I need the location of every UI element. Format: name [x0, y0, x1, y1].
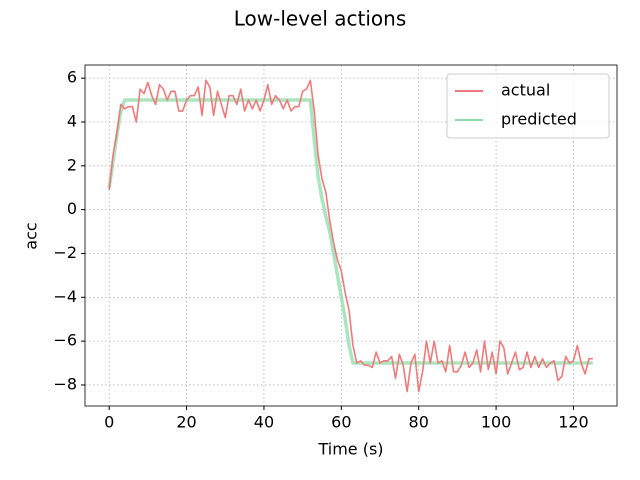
legend: actual predicted: [446, 73, 610, 139]
legend-box: [446, 73, 610, 139]
x-tick-label: 40: [254, 413, 274, 432]
y-tick-label: −2: [53, 243, 77, 262]
y-axis-label: acc: [22, 222, 41, 249]
x-tick-label: 100: [481, 413, 512, 432]
y-tick-label: −8: [53, 374, 77, 393]
legend-label: predicted: [501, 110, 577, 129]
x-tick-label: 20: [176, 413, 196, 432]
x-tick-label: 60: [331, 413, 351, 432]
y-tick-label: 2: [67, 155, 77, 174]
legend-label: actual: [501, 81, 550, 100]
x-tick-label: 0: [104, 413, 114, 432]
chart-title: Low-level actions: [234, 7, 407, 31]
x-tick-label: 120: [558, 413, 589, 432]
line-series: [108, 79, 593, 393]
x-axis-label: Time (s): [317, 440, 383, 459]
y-tick-label: −6: [53, 331, 77, 350]
y-tick-label: 4: [67, 111, 77, 130]
y-tick-label: 6: [67, 68, 77, 87]
y-tick-label: −4: [53, 287, 77, 306]
y-tick-label: 0: [67, 199, 77, 218]
plot-frame: [84, 64, 618, 407]
x-tick-label: 80: [409, 413, 429, 432]
